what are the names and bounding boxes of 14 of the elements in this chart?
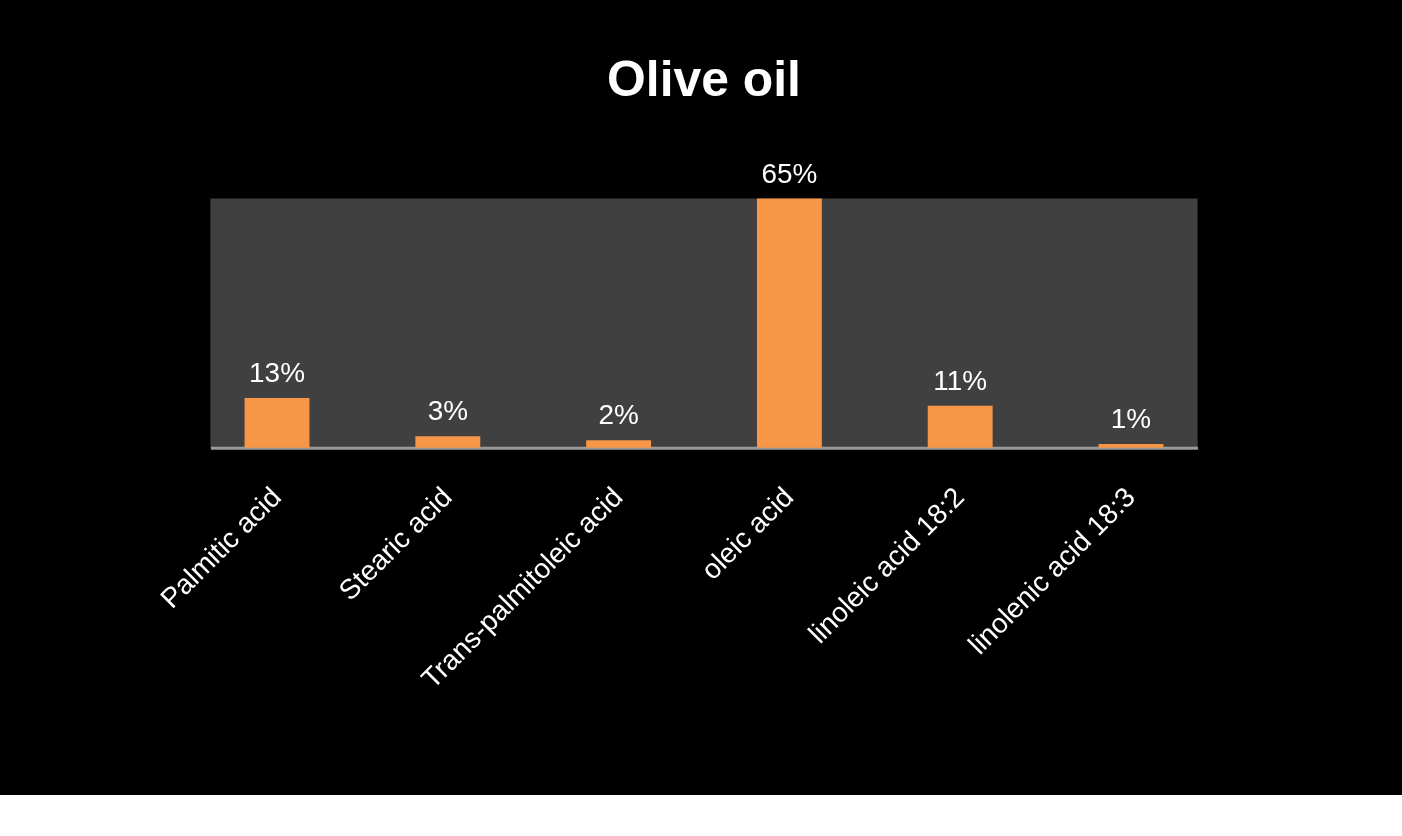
data-label: 2%	[598, 399, 639, 431]
bar	[415, 436, 481, 448]
x-tick-label: oleic acid	[695, 481, 800, 586]
data-label: 1%	[1110, 403, 1152, 435]
bar	[244, 398, 310, 448]
bar	[756, 198, 822, 448]
data-label: 65%	[761, 157, 818, 189]
bar	[586, 440, 652, 448]
chart-title: Olive oil	[607, 50, 801, 107]
data-label: 11%	[933, 364, 988, 396]
bar	[1098, 444, 1164, 448]
data-label: 3%	[427, 395, 468, 427]
data-label: 13%	[249, 357, 305, 389]
bar	[927, 405, 993, 448]
